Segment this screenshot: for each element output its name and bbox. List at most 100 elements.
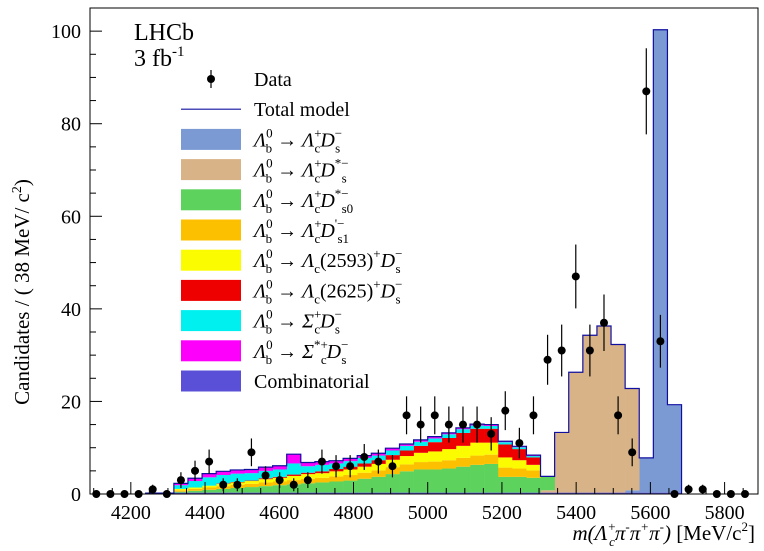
bar-s7-b19	[413, 441, 429, 446]
bar-s5-b7	[244, 481, 259, 484]
bar-s3-b27	[526, 477, 541, 493]
bar-s0-b15	[357, 492, 372, 494]
x-tick-label: 5400	[556, 502, 596, 524]
bar-s1-b34	[625, 490, 640, 493]
bar-s0-b9	[272, 492, 287, 494]
legend-swatch	[181, 279, 241, 301]
legend-entry: Λ0 b → Λ+ cD*− s0	[181, 186, 353, 216]
data-point	[599, 318, 608, 327]
bar-s2-b30	[568, 372, 584, 493]
bar-s3-b3	[187, 490, 203, 493]
bar-s0-b31	[582, 492, 598, 494]
bar-s6-b20	[427, 442, 443, 452]
bar-s8-b4	[202, 473, 217, 478]
bar-s3-b2	[173, 491, 189, 493]
legend-entry: Λ0 b → Λc(2625)+D− s	[181, 276, 402, 306]
bar-s7-b4	[202, 477, 217, 486]
bar-s5-b3	[187, 487, 203, 489]
data-point	[219, 480, 228, 489]
data-point	[388, 462, 397, 471]
legend-label: Data	[254, 69, 292, 91]
bar-s0-b11	[300, 492, 316, 494]
y-tick-label: 40	[61, 299, 81, 321]
y-axis-ticks: 0 20 40 60 80 100	[51, 21, 102, 506]
bar-s5-b20	[427, 451, 443, 462]
bar-s8-b17	[385, 448, 400, 451]
luminosity-label: 3 fb-1	[134, 44, 185, 72]
data-point	[515, 439, 524, 448]
bar-s4-b26	[512, 468, 527, 477]
bar-s4-b20	[427, 461, 443, 470]
y-tick-label: 0	[71, 484, 81, 506]
bar-s0-b29	[554, 492, 570, 494]
bar-s0-b28	[540, 492, 555, 494]
bar-s0-b10	[286, 492, 302, 494]
legend-entry: Data	[207, 69, 292, 91]
legend-label: Total model	[254, 99, 350, 121]
bar-s0-b17	[385, 492, 400, 494]
bar-s3-b17	[385, 474, 400, 493]
bar-s3-b4	[202, 489, 217, 493]
bar-s7-b7	[244, 473, 259, 481]
bar-s7-b11	[300, 466, 316, 473]
legend-entry: Total model	[181, 99, 350, 121]
bar-s5-b22	[455, 445, 471, 458]
bar-s0-b32	[596, 492, 612, 494]
bar-s2-b29	[554, 432, 570, 493]
bar-s3-b16	[371, 476, 386, 493]
bar-s2-b31	[582, 335, 598, 493]
bar-s3-b15	[357, 478, 372, 493]
bar-s5-b21	[441, 449, 457, 461]
bar-s4-b3	[187, 488, 203, 491]
data-point	[176, 476, 185, 485]
bar-s3-b28	[540, 476, 555, 491]
legend-entry: Λ0 b → Λ+ cD*− s	[181, 156, 349, 186]
bar-s0-b35	[639, 492, 654, 494]
legend-entry: Λ0 b → Σ*+ cD− s	[181, 337, 348, 367]
bar-s4-b27	[526, 470, 541, 478]
bar-s0-b2	[173, 492, 189, 494]
x-tick-label: 5200	[482, 502, 522, 524]
data-point	[458, 420, 467, 429]
y-tick-label: 100	[51, 21, 81, 43]
bar-s0-b18	[399, 492, 414, 494]
legend-label: Λ0 b → Σ+ cD− s	[252, 307, 342, 337]
bar-s3-b26	[512, 476, 527, 493]
bar-s3-b18	[399, 471, 414, 493]
bar-s0-b33	[611, 492, 626, 494]
bar-s3-b19	[413, 469, 429, 493]
bar-s5-b26	[512, 460, 527, 469]
bar-s0-b25	[498, 492, 513, 494]
bar-s2-b32	[596, 325, 612, 493]
data-point	[332, 462, 341, 471]
bar-s1-b37	[667, 404, 682, 493]
bar-s8-b7	[244, 469, 259, 474]
bar-s4-b13	[329, 476, 344, 482]
bar-s4-b15	[357, 472, 372, 479]
data-point	[614, 411, 623, 420]
data-point	[430, 411, 439, 420]
x-tick-label: 4200	[111, 502, 151, 524]
legend-swatch	[181, 370, 241, 392]
bar-s0-b7	[244, 492, 259, 494]
bar-s5-b2	[173, 488, 189, 491]
data-point	[473, 420, 482, 429]
data-point	[289, 480, 298, 489]
bar-s6-b18	[399, 450, 414, 457]
bar-s4-b25	[498, 467, 513, 477]
total-model-line	[145, 29, 683, 494]
plot-frame	[89, 7, 759, 495]
y-axis-label: Candidates / ( 38 MeV/ c2)	[10, 179, 34, 405]
bar-s6-b19	[413, 445, 429, 453]
experiment-label: LHCb	[134, 20, 194, 46]
data-point	[233, 480, 242, 489]
legend-swatch	[181, 249, 241, 271]
bar-s8-b5	[216, 471, 231, 476]
data-point	[402, 411, 411, 420]
legend-swatch	[181, 189, 241, 211]
bar-s0-b6	[230, 492, 245, 494]
bar-s4-b19	[413, 462, 429, 470]
bar-s5-b25	[498, 457, 513, 468]
legend-label: Λ0 b → Λ+ cD*− s0	[252, 186, 353, 216]
